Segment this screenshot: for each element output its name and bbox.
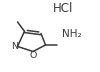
Text: O: O: [30, 51, 37, 60]
Text: N: N: [11, 42, 18, 51]
Text: HCl: HCl: [53, 2, 73, 15]
Text: NH₂: NH₂: [62, 29, 82, 39]
